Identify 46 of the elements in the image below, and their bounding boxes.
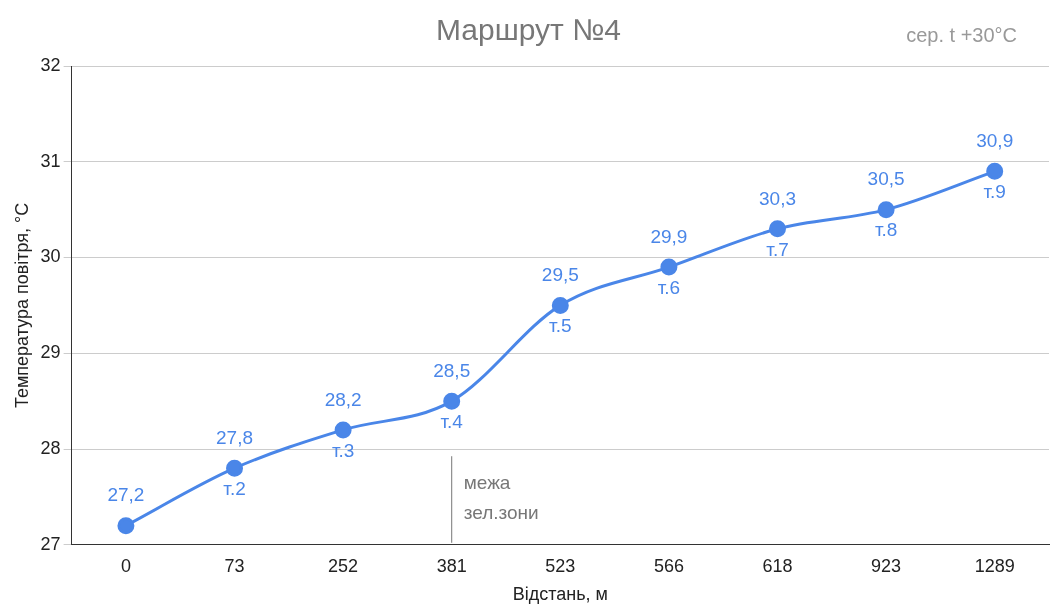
y-tick-label: 32 [40, 54, 61, 75]
y-tick-label: 31 [40, 150, 61, 171]
x-axis-title: Відстань, м [512, 584, 608, 605]
point [986, 162, 1004, 180]
chart-title: Маршрут №4 [435, 13, 622, 47]
data-label: 28,2 [324, 388, 362, 410]
annotation: т.8 [874, 219, 898, 241]
x-tick-label: 1289 [974, 555, 1015, 576]
y-tick-label: 27 [40, 533, 61, 554]
y-tick-label: 28 [40, 438, 61, 459]
point [443, 392, 461, 410]
x-tick-label: 566 [653, 555, 684, 576]
data-label: 29,5 [541, 264, 579, 286]
y-tick-label: 30 [40, 246, 61, 267]
text: сер. t +30°C [906, 23, 1017, 46]
point [877, 201, 895, 219]
data-label: 30,5 [867, 168, 905, 190]
point [226, 459, 244, 477]
data-label: 30,9 [976, 130, 1014, 152]
x-tick-label: 523 [545, 555, 576, 576]
x-tick-label: 73 [224, 555, 245, 576]
data-label: 27,8 [216, 426, 254, 448]
y-tick-label: 29 [40, 342, 61, 363]
data-label: 30,3 [759, 187, 796, 209]
point [769, 220, 787, 238]
x-tick-label: 381 [436, 555, 467, 576]
point [551, 296, 569, 314]
annotation: т.2 [223, 477, 246, 499]
point [660, 258, 678, 276]
annotation: т.7 [766, 238, 789, 260]
data-label: 27,2 [107, 484, 145, 506]
x-tick-label: 252 [328, 555, 359, 576]
data-label: 28,5 [433, 359, 471, 381]
x-tick-label: 923 [871, 555, 902, 576]
annotation: т.6 [657, 276, 681, 298]
point [117, 517, 135, 535]
annotation: т.9 [983, 181, 1006, 203]
ref-line-label: межа зел.зони [463, 472, 539, 524]
y-axis-title: Температура повітря, °C [11, 202, 32, 409]
point [334, 421, 352, 439]
annotation: т.4 [440, 410, 464, 432]
annotation: т.3 [331, 439, 355, 461]
annotation: т.5 [549, 315, 572, 337]
x-tick-label: 0 [120, 555, 131, 576]
x-tick-label: 618 [762, 555, 793, 576]
data-label: 29,9 [650, 225, 688, 247]
